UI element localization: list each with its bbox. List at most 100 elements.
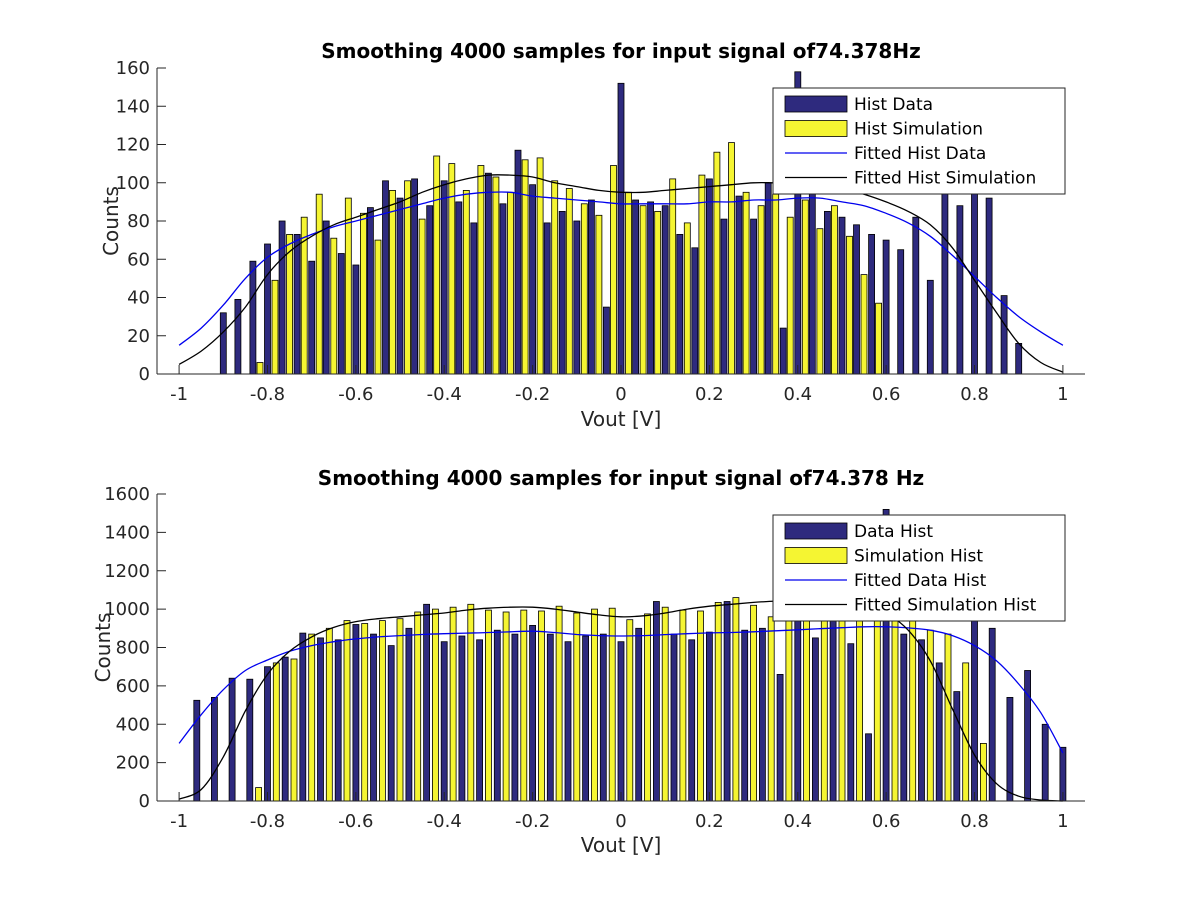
bar bbox=[246, 678, 254, 802]
bar bbox=[816, 228, 824, 375]
bar bbox=[644, 613, 651, 802]
bar bbox=[676, 233, 684, 375]
bar bbox=[256, 362, 264, 375]
bar bbox=[632, 199, 639, 375]
bar bbox=[344, 197, 352, 375]
bar bbox=[988, 627, 996, 802]
bar-series-2 bbox=[255, 597, 987, 802]
bar bbox=[698, 174, 706, 375]
bar bbox=[635, 627, 643, 802]
legend-label: Fitted Simulation Hist bbox=[854, 596, 1037, 616]
bar bbox=[639, 205, 647, 375]
bar bbox=[564, 641, 572, 802]
x-axis-label: Vout [V] bbox=[581, 407, 662, 431]
bar bbox=[912, 216, 920, 375]
bar bbox=[865, 733, 872, 802]
x-tick-label: 0.8 bbox=[960, 384, 989, 405]
legend-swatch-bar bbox=[784, 547, 848, 564]
bar bbox=[767, 616, 775, 802]
bar bbox=[661, 606, 669, 802]
bar bbox=[918, 639, 925, 802]
bar bbox=[654, 210, 662, 375]
bar bbox=[831, 205, 838, 375]
bar bbox=[484, 172, 492, 375]
bar bbox=[411, 178, 419, 375]
bar bbox=[1024, 670, 1031, 802]
bar bbox=[875, 302, 882, 375]
bar bbox=[255, 787, 263, 802]
x-tick-label: -1 bbox=[170, 384, 188, 405]
bar bbox=[299, 632, 307, 802]
fit-line-1 bbox=[178, 626, 1064, 754]
y-tick-label: 800 bbox=[116, 638, 150, 659]
bar bbox=[462, 189, 470, 375]
bar bbox=[210, 697, 218, 802]
bar bbox=[264, 243, 271, 375]
bar bbox=[337, 253, 345, 375]
x-tick-label: 0.6 bbox=[872, 384, 901, 405]
bar bbox=[219, 312, 227, 375]
x-tick-label: 0 bbox=[615, 811, 626, 832]
bar bbox=[617, 82, 625, 375]
bar bbox=[317, 637, 324, 802]
bar bbox=[882, 239, 890, 375]
chart-title: Smoothing 4000 samples for input signal … bbox=[318, 466, 924, 490]
bar bbox=[352, 624, 360, 802]
y-tick-label: 600 bbox=[116, 676, 150, 697]
y-tick-label: 60 bbox=[127, 249, 150, 270]
bar bbox=[697, 610, 704, 802]
bar bbox=[603, 306, 610, 375]
bar bbox=[334, 639, 342, 802]
chart-1: -1 -0.8 -0.6 -0.4 -0.2 0 0.2 0.4 0.6 0.8 1 0 20 40 60 8… bbox=[99, 39, 1085, 431]
bar bbox=[536, 157, 544, 375]
bar bbox=[941, 184, 949, 375]
bar bbox=[944, 633, 952, 802]
x-tick-label: 0.2 bbox=[695, 811, 724, 832]
y-tick-label: 1000 bbox=[104, 599, 150, 620]
bar bbox=[856, 601, 863, 802]
bar bbox=[387, 645, 395, 802]
x-tick-label: -1 bbox=[170, 811, 188, 832]
bar bbox=[669, 178, 677, 375]
bar bbox=[343, 620, 351, 802]
bar bbox=[538, 610, 545, 802]
bar bbox=[476, 639, 484, 802]
bar bbox=[330, 237, 338, 375]
bar bbox=[514, 149, 522, 375]
x-tick-label: 0.2 bbox=[695, 384, 724, 405]
bar bbox=[688, 639, 696, 802]
bar bbox=[493, 629, 501, 802]
y-axis-label: Counts bbox=[91, 613, 115, 683]
bar bbox=[720, 218, 728, 375]
bar bbox=[779, 327, 787, 375]
bar bbox=[653, 601, 660, 802]
bar bbox=[608, 607, 616, 802]
bar bbox=[558, 210, 566, 375]
bar bbox=[249, 260, 257, 375]
bar bbox=[764, 182, 772, 375]
bar bbox=[953, 691, 961, 802]
bar bbox=[588, 199, 595, 375]
bar bbox=[555, 605, 563, 802]
y-tick-label: 200 bbox=[116, 753, 150, 774]
bar bbox=[803, 603, 810, 802]
bar bbox=[742, 191, 750, 375]
bar bbox=[477, 165, 485, 375]
bar bbox=[361, 623, 369, 802]
x-tick-label: 1 bbox=[1057, 384, 1068, 405]
bar bbox=[521, 159, 529, 375]
bar bbox=[440, 180, 448, 375]
bar bbox=[1000, 295, 1008, 375]
bar bbox=[732, 597, 740, 802]
bar bbox=[897, 249, 905, 375]
bar bbox=[759, 627, 766, 802]
x-tick-label: 0 bbox=[615, 384, 626, 405]
bar bbox=[757, 205, 765, 375]
bar bbox=[868, 233, 875, 375]
bar bbox=[389, 189, 396, 375]
y-tick-label: 0 bbox=[139, 364, 150, 385]
bar bbox=[529, 184, 536, 375]
bar bbox=[366, 207, 374, 375]
bar bbox=[647, 201, 654, 375]
bar bbox=[599, 633, 607, 802]
